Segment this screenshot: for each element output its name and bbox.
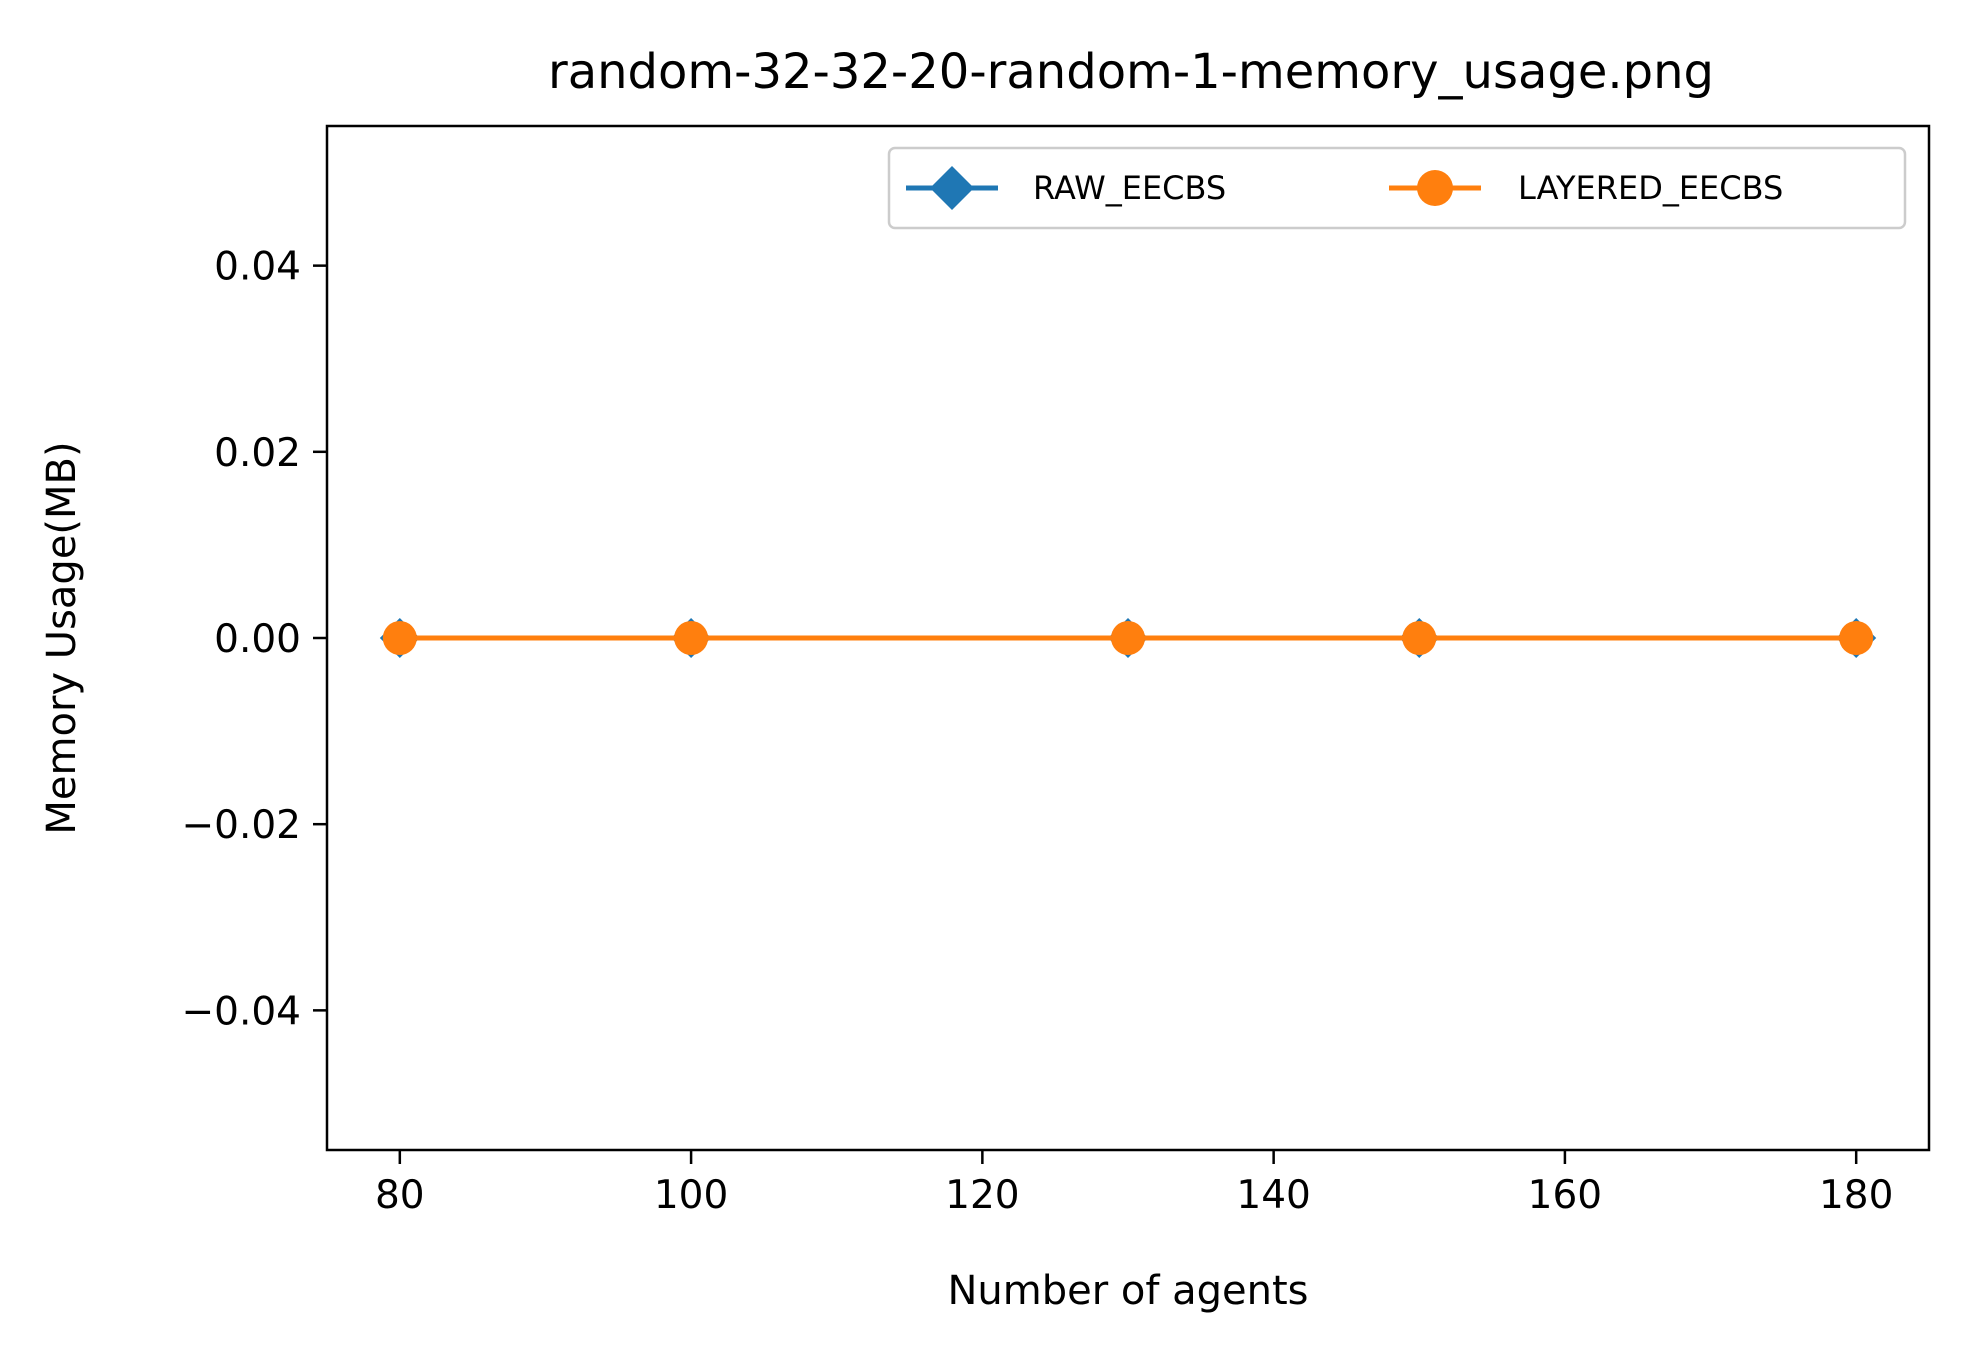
plot-area (379, 618, 1877, 658)
data-point-layered_eecbs-80 (382, 621, 417, 655)
y-tick-label-1: 0.02 (214, 431, 301, 476)
x-tick-label-160: 160 (1528, 1173, 1602, 1218)
data-point-layered_eecbs-100 (674, 621, 709, 655)
data-point-layered_eecbs-150 (1402, 621, 1437, 655)
y-tick-label-2: 0.00 (214, 617, 301, 662)
legend-marker-layered_eecbs (1417, 170, 1453, 206)
legend-entry-raw_eecbs: RAW_EECBS (906, 166, 1226, 210)
chart-title: random-32-32-20-random-1-memory_usage.pn… (548, 44, 1714, 100)
y-tick-label-3: −0.02 (181, 803, 301, 848)
y-axis-label: Memory Usage(MB) (39, 441, 85, 834)
x-axis-label: Number of agents (947, 1268, 1308, 1314)
x-tick-label-140: 140 (1236, 1173, 1310, 1218)
legend: RAW_EECBS LAYERED_EECBS (887, 146, 1907, 230)
y-axis: 0.04 0.02 0.00 −0.02 −0.04 (181, 245, 327, 1034)
x-axis: 80 100 120 140 160 180 (375, 1150, 1893, 1218)
x-tick-label-180: 180 (1819, 1173, 1893, 1218)
legend-entry-layered_eecbs: LAYERED_EECBS (1389, 169, 1783, 207)
series-layered_eecbs (382, 621, 1874, 655)
x-tick-label-100: 100 (654, 1173, 728, 1218)
y-tick-label-4: −0.04 (181, 989, 301, 1034)
legend-label-raw_eecbs: RAW_EECBS (1033, 169, 1226, 207)
y-tick-label-0: 0.04 (214, 245, 301, 290)
data-point-layered_eecbs-130 (1111, 621, 1145, 655)
legend-label-layered_eecbs: LAYERED_EECBS (1518, 169, 1783, 207)
legend-marker-raw_eecbs (930, 166, 974, 210)
x-tick-label-120: 120 (945, 1173, 1019, 1218)
x-tick-label-80: 80 (375, 1173, 425, 1218)
data-point-layered_eecbs-180 (1839, 621, 1874, 655)
